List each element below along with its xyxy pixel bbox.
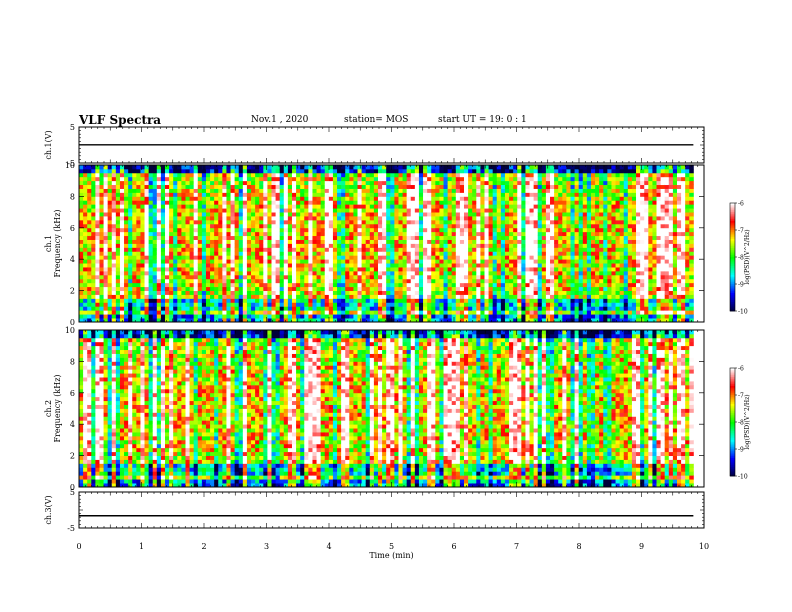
colorbar-tick-1-1: -7: [738, 228, 744, 235]
ylabel-channel-2: ch.2: [44, 400, 53, 417]
ytick-label-line0-1: -5: [67, 159, 75, 168]
xtick-label-2: 2: [201, 542, 206, 551]
xtick-label-5: 5: [389, 542, 394, 551]
xtick-label-6: 6: [451, 542, 456, 551]
colorbar-2: [730, 368, 735, 477]
xtick-label-1: 1: [139, 542, 144, 551]
ylabel-line-0: ch.1(V): [44, 130, 53, 159]
ytick-label-ch1-2: 4: [70, 255, 75, 264]
xaxis-label: Time (min): [369, 551, 413, 560]
ytick-label-line3-1: -5: [67, 524, 75, 533]
ytick-label-ch1-4: 8: [70, 192, 75, 201]
spectrogram-ch2: [79, 330, 694, 488]
xtick-label-4: 4: [326, 542, 331, 551]
ytick-label-ch2-1: 2: [70, 452, 75, 461]
colorbar-tick-1-0: -6: [738, 201, 744, 208]
colorbar-tick-1-4: -10: [738, 309, 748, 316]
spectrogram-ch1: [79, 165, 694, 323]
ytick-label-line0-0: 5: [70, 123, 75, 132]
xtick-label-3: 3: [264, 542, 269, 551]
colorbar-tick-1-3: -9: [738, 282, 744, 289]
start-time-label: start UT = 19: 0 : 1: [438, 115, 527, 125]
xtick-label-0: 0: [76, 542, 81, 551]
colorbar-tick-1-2: -8: [738, 255, 744, 262]
colorbar-tick-2-1: -7: [738, 393, 744, 400]
colorbar-tick-2-2: -8: [738, 420, 744, 427]
date-label: Nov.1 , 2020: [251, 115, 309, 125]
ytick-label-ch2-2: 4: [70, 420, 75, 429]
colorbar-1: [730, 203, 735, 312]
xtick-label-7: 7: [514, 542, 519, 551]
colorbar-label-2: log(PSD)(V^2/Hz): [744, 394, 751, 449]
colorbar-label-1: log(PSD)(V^2/Hz): [744, 229, 751, 284]
ytick-label-ch1-3: 6: [70, 224, 75, 233]
ylabel-line-3: ch.3(V): [44, 495, 53, 524]
chart-title: VLF Spectra: [79, 113, 162, 127]
panel-frame-3: [78, 491, 705, 529]
ytick-label-ch1-0: 0: [70, 318, 75, 327]
station-label: station= MOS: [344, 115, 409, 125]
ytick-label-ch1-1: 2: [70, 287, 75, 296]
ytick-label-ch2-4: 8: [70, 357, 75, 366]
xtick-label-8: 8: [576, 542, 581, 551]
colorbar-tick-2-4: -10: [738, 474, 748, 481]
ytick-label-ch1-5: 10: [65, 161, 75, 170]
ytick-label-ch2-3: 6: [70, 389, 75, 398]
colorbar-tick-2-3: -9: [738, 447, 744, 454]
xtick-label-9: 9: [639, 542, 644, 551]
ylabel-frequency-1: Frequency (kHz): [53, 209, 62, 277]
xtick-label-10: 10: [699, 542, 709, 551]
ytick-label-ch2-5: 10: [65, 326, 75, 335]
ylabel-channel-1: ch.1: [44, 235, 53, 252]
ytick-label-ch2-0: 0: [70, 483, 75, 492]
colorbar-tick-2-0: -6: [738, 366, 744, 373]
ytick-label-line3-0: 5: [70, 488, 75, 497]
ylabel-frequency-2: Frequency (kHz): [53, 374, 62, 442]
